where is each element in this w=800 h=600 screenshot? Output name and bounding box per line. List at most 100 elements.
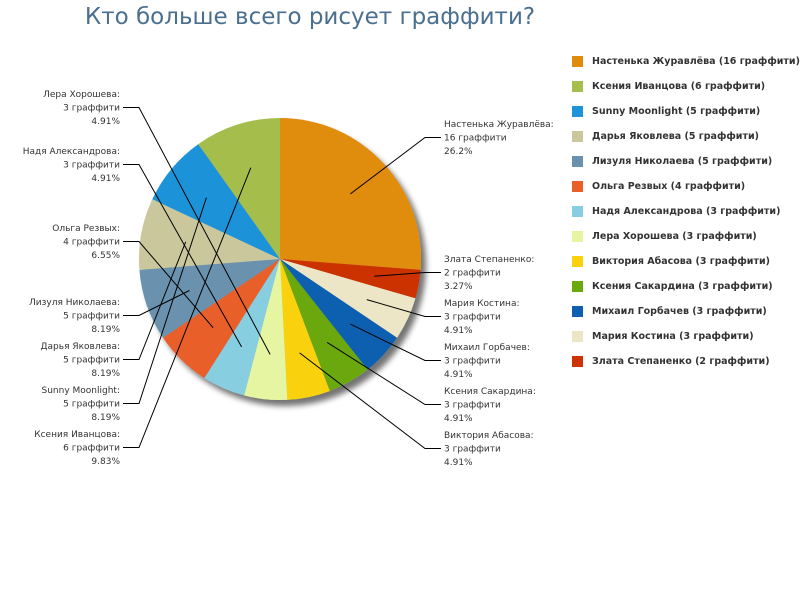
legend: Настенька Журавлёва (16 граффити) Ксения …: [572, 55, 800, 380]
slice-12-leader-line: [123, 197, 207, 404]
slice-13-label-name: Ксения Иванцова:: [34, 430, 120, 440]
chart-title: Кто больше всего рисует граффити?: [84, 4, 536, 30]
legend-swatch: [572, 81, 583, 92]
legend-label: Злата Степаненко (2 граффити): [592, 356, 770, 367]
slice-2-label-percent: 3.27%: [444, 282, 473, 292]
legend-label: Sunny Moonlight (5 граффити): [592, 106, 761, 117]
slice-7-label-name: Лера Хорошева:: [43, 90, 120, 100]
slice-10-label-value: 5 граффити: [63, 312, 120, 322]
slice-6-wedge: [280, 259, 330, 400]
legend-label: Дарья Яковлева (5 граффити): [592, 131, 759, 142]
slice-11-label-percent: 8.19%: [91, 369, 120, 379]
slice-12-label-name: Sunny Moonlight:: [42, 386, 120, 396]
pie-slices: [139, 118, 422, 400]
legend-item[interactable]: Лера Хорошева (3 граффити): [572, 230, 800, 255]
slice-8-wedge: [204, 259, 280, 396]
slice-5-label-value: 3 граффити: [444, 401, 501, 411]
legend-swatch: [572, 281, 583, 292]
slice-6-label-percent: 4.91%: [444, 458, 473, 468]
slice-3-label-percent: 4.91%: [444, 326, 473, 336]
slice-5-label-percent: 4.91%: [444, 414, 473, 424]
legend-item[interactable]: Мария Костина (3 граффити): [572, 330, 800, 355]
slice-4-leader-line: [350, 323, 441, 361]
slice-7-label-percent: 4.91%: [91, 117, 120, 127]
slice-4-wedge: [280, 259, 397, 370]
legend-label: Настенька Журавлёва (16 граффити): [592, 56, 800, 67]
legend-item[interactable]: Надя Александрова (3 граффити): [572, 205, 800, 230]
slice-10-label-name: Лизуля Николаева:: [29, 298, 120, 308]
legend-label: Михаил Горбачев (3 граффити): [592, 306, 767, 317]
slice-11-label-name: Дарья Яковлева:: [41, 342, 120, 352]
legend-swatch: [572, 256, 583, 267]
slice-2-wedge: [280, 259, 421, 299]
legend-item[interactable]: Sunny Moonlight (5 граффити): [572, 105, 800, 130]
legend-label: Ольга Резвых (4 граффити): [592, 181, 746, 192]
legend-label: Надя Александрова (3 граффити): [592, 206, 781, 217]
legend-swatch: [572, 356, 583, 367]
legend-item[interactable]: Ольга Резвых (4 граффити): [572, 180, 800, 205]
slice-4-label-name: Михаил Горбачев:: [444, 343, 530, 353]
slice-9-wedge: [163, 259, 280, 378]
slice-13-label-value: 6 граффити: [63, 444, 120, 454]
slice-11-wedge: [139, 199, 280, 270]
slice-labels: Настенька Журавлёва: 16 граффити 26.2% Злат…: [23, 90, 554, 468]
slice-3-label-name: Мария Костина:: [444, 299, 520, 309]
slice-1-leader-line: [350, 137, 441, 195]
legend-label: Виктория Абасова (3 граффити): [592, 256, 770, 267]
slice-8-label-name: Надя Александрова:: [23, 147, 120, 157]
slice-10-wedge: [139, 259, 280, 338]
slice-13-wedge: [198, 118, 280, 259]
legend-item[interactable]: Ксения Сакардина (3 граффити): [572, 280, 800, 305]
slice-6-leader-line: [299, 352, 441, 449]
slice-11-leader-line: [123, 241, 187, 360]
slice-1-label-name: Настенька Журавлёва:: [444, 120, 554, 130]
legend-item[interactable]: Виктория Абасова (3 граффити): [572, 255, 800, 280]
legend-item[interactable]: Дарья Яковлева (5 граффити): [572, 130, 800, 155]
slice-8-label-value: 3 граффити: [63, 161, 120, 171]
legend-item[interactable]: Лизуля Николаева (5 граффити): [572, 155, 800, 180]
legend-swatch: [572, 156, 583, 167]
slice-3-wedge: [280, 259, 416, 338]
slice-2-label-name: Злата Степаненко:: [444, 255, 534, 265]
legend-item[interactable]: Злата Степаненко (2 граффити): [572, 355, 800, 380]
slice-12-wedge: [152, 144, 280, 259]
legend-swatch: [572, 106, 583, 117]
slice-7-label-value: 3 граффити: [63, 104, 120, 114]
slice-10-label-percent: 8.19%: [91, 325, 120, 335]
legend-swatch: [572, 206, 583, 217]
slice-5-label-name: Ксения Сакардина:: [444, 387, 536, 397]
legend-item[interactable]: Настенька Журавлёва (16 граффити): [572, 55, 800, 80]
slice-3-leader-line: [366, 299, 441, 317]
leader-lines: [123, 107, 441, 449]
slice-9-label-value: 4 граффити: [63, 238, 120, 248]
slice-13-leader-line: [123, 167, 252, 448]
legend-label: Лизуля Николаева (5 граффити): [592, 156, 773, 167]
legend-label: Ксения Иванцова (6 граффити): [592, 81, 766, 92]
slice-9-label-name: Ольга Резвых:: [52, 224, 120, 234]
legend-item[interactable]: Михаил Горбачев (3 граффити): [572, 305, 800, 330]
legend-item[interactable]: Ксения Иванцова (6 граффити): [572, 80, 800, 105]
slice-5-wedge: [280, 259, 368, 391]
slice-2-label-value: 2 граффити: [444, 269, 501, 279]
legend-swatch: [572, 231, 583, 242]
slice-4-label-value: 3 граффити: [444, 357, 501, 367]
slice-1-label-value: 16 граффити: [444, 134, 507, 144]
slice-6-label-name: Виктория Абасова:: [444, 431, 534, 441]
slice-6-label-value: 3 граффити: [444, 445, 501, 455]
slice-2-leader-line: [374, 272, 441, 277]
legend-swatch: [572, 306, 583, 317]
slice-7-wedge: [244, 259, 288, 400]
slice-13-label-percent: 9.83%: [91, 457, 120, 467]
slice-8-leader-line: [123, 164, 243, 348]
slice-12-label-percent: 8.19%: [91, 413, 120, 423]
legend-label: Ксения Сакардина (3 граффити): [592, 281, 773, 292]
legend-swatch: [572, 131, 583, 142]
slice-8-label-percent: 4.91%: [91, 174, 120, 184]
slice-7-leader-line: [123, 107, 271, 355]
slice-3-label-value: 3 граффити: [444, 313, 501, 323]
slice-12-label-value: 5 граффити: [63, 400, 120, 410]
slice-9-leader-line: [123, 241, 214, 329]
slice-9-label-percent: 6.55%: [91, 251, 120, 261]
legend-swatch: [572, 181, 583, 192]
